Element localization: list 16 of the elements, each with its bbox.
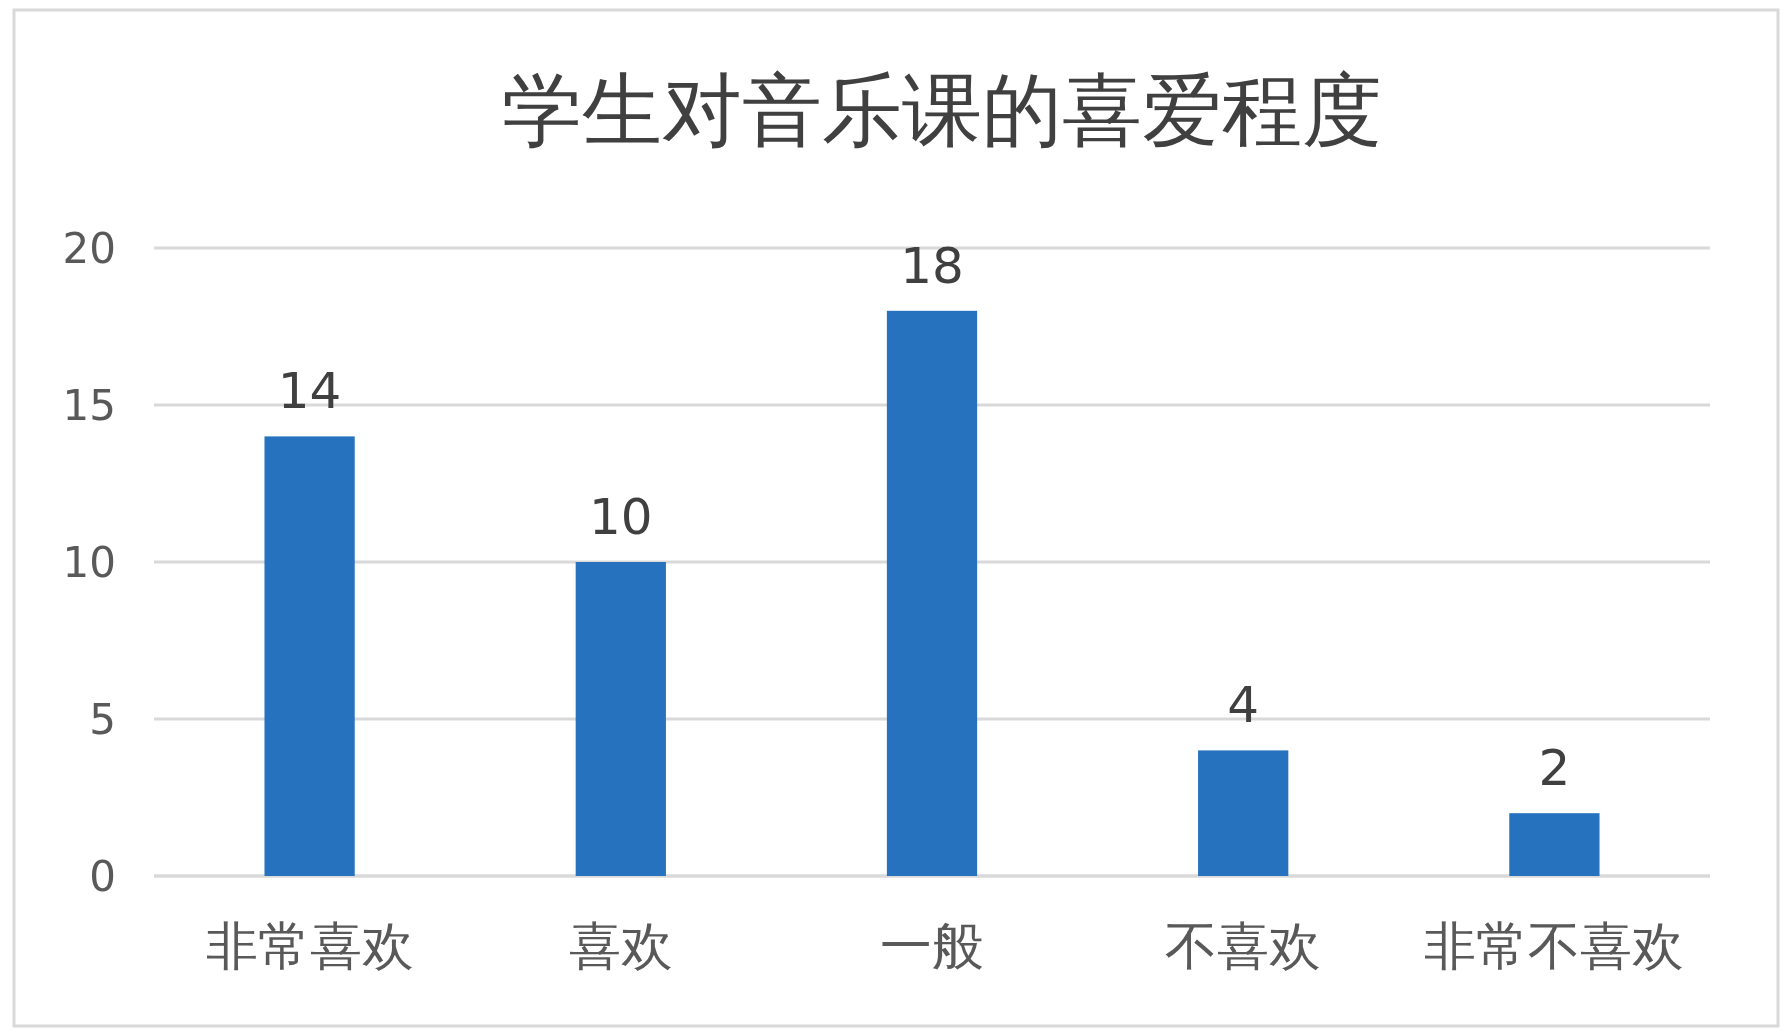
xtick: 不喜欢 [1165,916,1322,976]
ytick: 20 [62,224,116,273]
ytick: 0 [89,852,116,901]
xtick: 非常喜欢 [205,916,414,976]
xtick: 非常不喜欢 [1424,916,1685,976]
data-label: 2 [1538,739,1571,798]
data-label: 14 [277,362,342,421]
xtick: 喜欢 [568,916,673,976]
xtick: 一般 [880,916,984,976]
data-label: 18 [900,236,964,295]
ytick: 10 [62,538,116,587]
title: 学生对音乐课的喜爱程度 [502,64,1382,157]
ytick: 5 [89,695,116,744]
data-label: 4 [1227,676,1260,735]
ytick: 15 [62,381,116,430]
data-label: 10 [589,488,653,546]
